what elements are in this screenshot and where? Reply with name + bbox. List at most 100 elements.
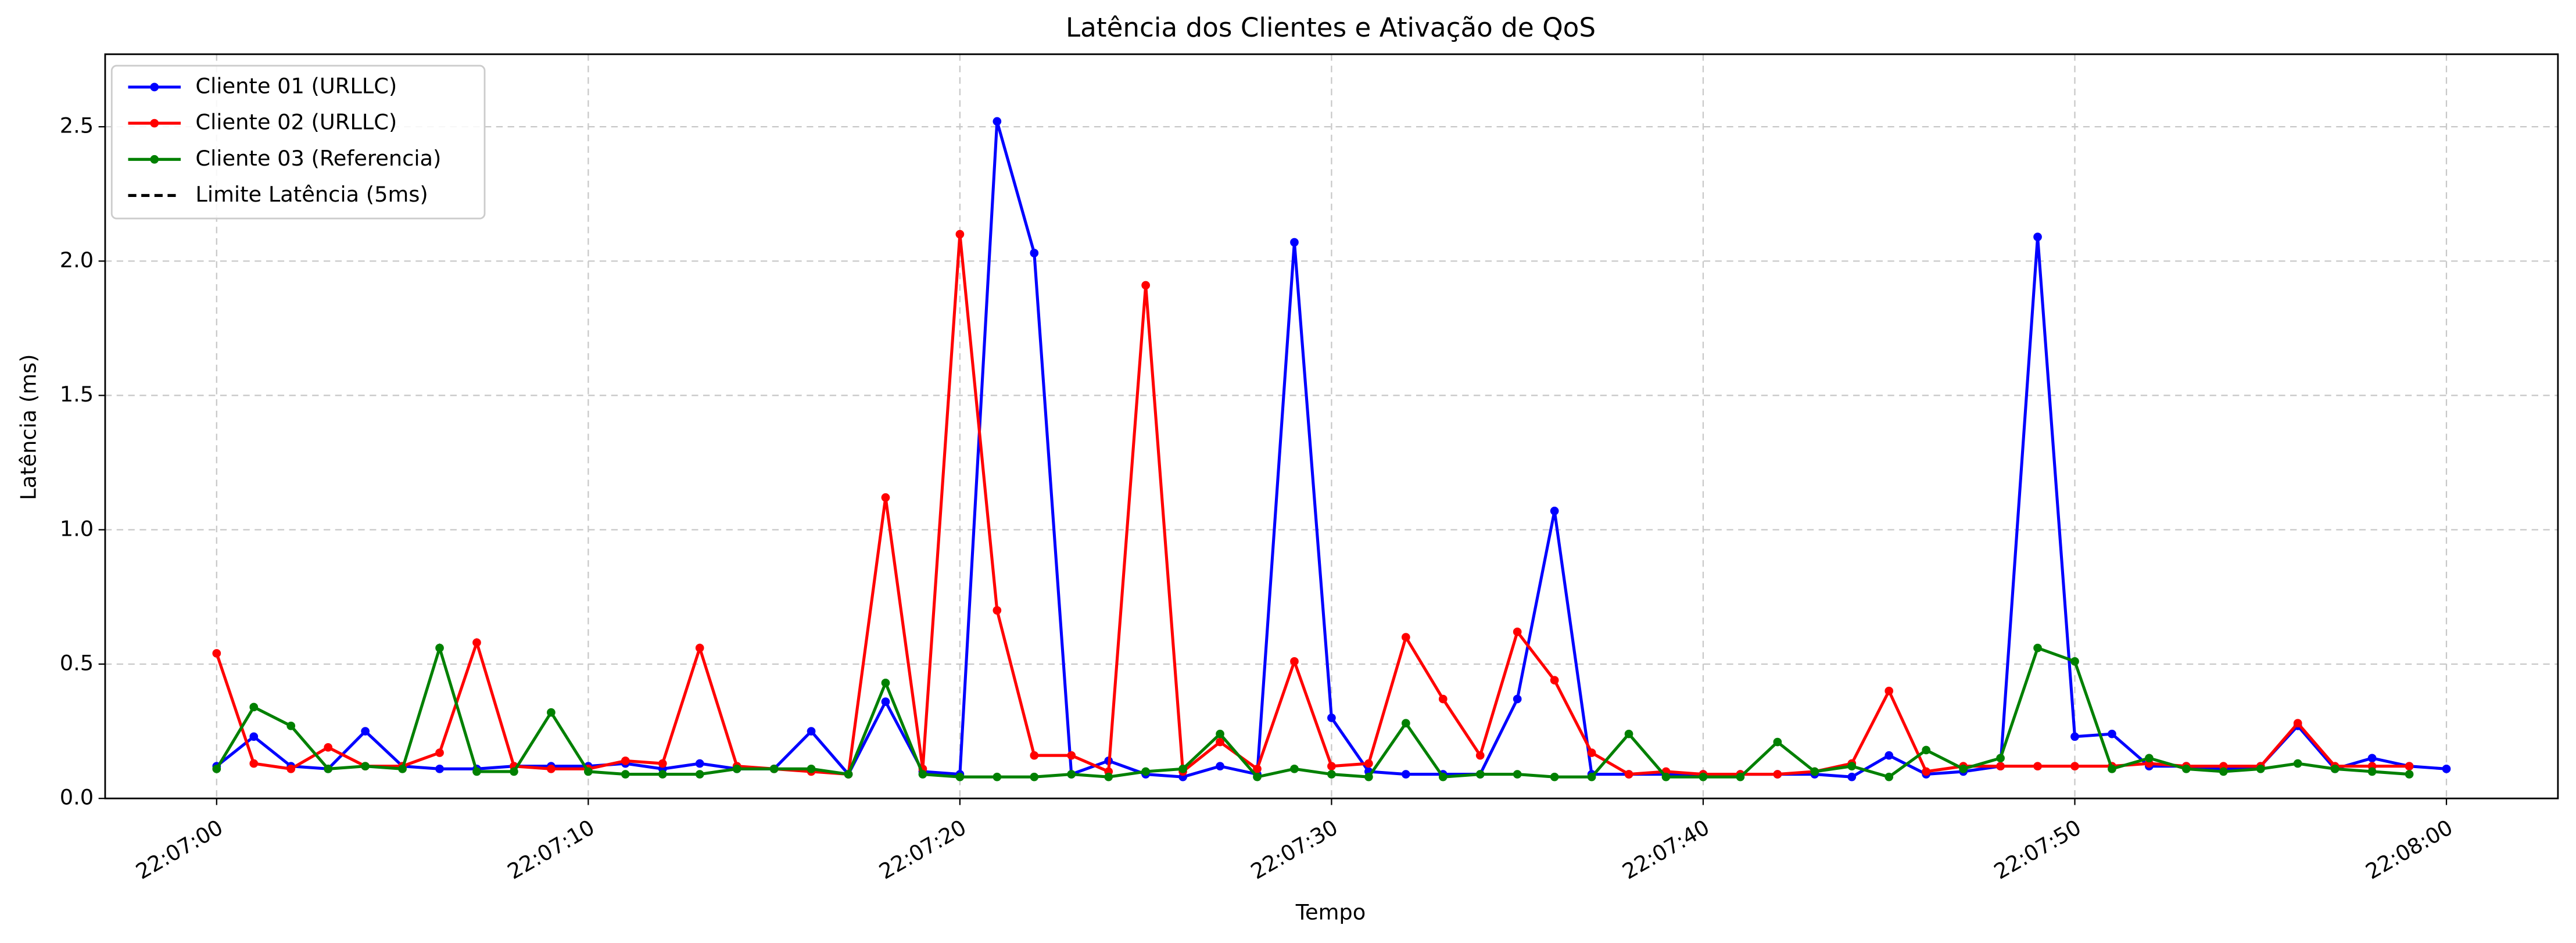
data-point [2182, 764, 2191, 773]
data-point [1996, 762, 2005, 771]
data-point [2405, 770, 2414, 779]
data-point [2070, 762, 2079, 771]
data-point [1401, 719, 1410, 728]
data-point [1475, 770, 1485, 779]
data-point [2367, 767, 2377, 776]
x-tick-label: 22:07:40 [1618, 815, 1714, 884]
data-point [1327, 713, 1336, 722]
x-tick-label: 22:07:10 [503, 815, 599, 884]
legend: Cliente 01 (URLLC) Cliente 02 (URLLC) Clie… [110, 64, 486, 220]
data-point [1438, 772, 1448, 781]
data-point [1550, 772, 1559, 781]
data-point [1067, 751, 1076, 760]
data-point [2033, 232, 2042, 242]
legend-box [110, 64, 486, 220]
data-point [1959, 764, 1968, 773]
data-point [212, 649, 221, 658]
data-point [1810, 767, 1819, 776]
data-point [1364, 759, 1373, 768]
data-point [955, 230, 965, 239]
data-point [249, 732, 259, 741]
legend-label: Limite Latência (5ms) [195, 182, 428, 207]
data-point [583, 767, 593, 776]
data-point [658, 759, 667, 768]
data-point [695, 759, 704, 768]
data-point [472, 767, 481, 776]
data-point [1401, 633, 1410, 642]
data-point [993, 606, 1002, 615]
y-tick-label: 2.5 [60, 113, 94, 138]
data-point [212, 764, 221, 773]
data-point [1884, 686, 1894, 695]
data-point [881, 697, 890, 707]
data-point [1773, 770, 1782, 779]
legend-label: Cliente 01 (URLLC) [195, 73, 397, 98]
data-point [510, 767, 518, 776]
data-point [472, 638, 481, 647]
data-point [1736, 772, 1745, 781]
data-point [2033, 762, 2042, 771]
data-point [1847, 772, 1857, 781]
data-point [658, 770, 667, 779]
data-point [1290, 657, 1299, 666]
plot-frame [104, 53, 2559, 799]
data-point [1364, 772, 1373, 781]
data-point [621, 756, 630, 765]
data-point [2033, 643, 2042, 652]
data-point [1438, 694, 1448, 704]
data-point [2108, 729, 2116, 738]
data-point [1030, 751, 1039, 760]
data-point [695, 643, 704, 652]
data-point [1141, 281, 1151, 290]
legend-marker [150, 155, 159, 164]
data-point [547, 708, 556, 717]
data-point [249, 759, 259, 768]
data-point [435, 643, 444, 652]
data-point [2070, 732, 2079, 741]
data-point [732, 764, 741, 773]
data-point [1253, 772, 1262, 781]
data-point [398, 764, 407, 773]
legend-label: Cliente 02 (URLLC) [195, 110, 397, 135]
y-tick-label: 0.5 [60, 650, 94, 675]
data-point [2405, 762, 2414, 771]
data-point [1550, 676, 1559, 685]
data-point [1401, 770, 1410, 779]
data-point [1847, 762, 1857, 771]
data-point [1587, 772, 1596, 781]
data-point [1104, 772, 1113, 781]
data-point [1290, 238, 1299, 247]
data-point [2293, 759, 2302, 768]
data-point [286, 721, 296, 730]
data-point [2219, 767, 2228, 776]
y-axis-label: Latência (ms) [16, 354, 41, 500]
data-point [881, 678, 890, 687]
data-point [1216, 729, 1224, 738]
data-point [844, 770, 853, 779]
data-point [2442, 764, 2451, 773]
data-point [324, 743, 333, 752]
data-point [769, 764, 779, 773]
data-point [2256, 764, 2265, 773]
data-point [1550, 507, 1559, 515]
data-point [1922, 745, 1931, 755]
data-point [1141, 767, 1151, 776]
data-point [1624, 729, 1633, 738]
data-point [1773, 737, 1782, 747]
y-tick-label: 2.0 [60, 248, 94, 272]
data-point [1030, 772, 1039, 781]
data-point [955, 772, 965, 781]
data-point [286, 764, 296, 773]
data-point [881, 493, 890, 502]
data-point [1067, 770, 1076, 779]
data-point [1216, 762, 1224, 771]
x-tick-label: 22:08:00 [2362, 815, 2457, 884]
data-point [1513, 770, 1522, 779]
data-point [1922, 767, 1931, 776]
y-tick-label: 1.5 [60, 382, 94, 407]
data-point [361, 727, 370, 736]
data-point [1513, 694, 1522, 704]
x-tick-label: 22:07:00 [131, 815, 227, 884]
data-point [807, 764, 816, 773]
